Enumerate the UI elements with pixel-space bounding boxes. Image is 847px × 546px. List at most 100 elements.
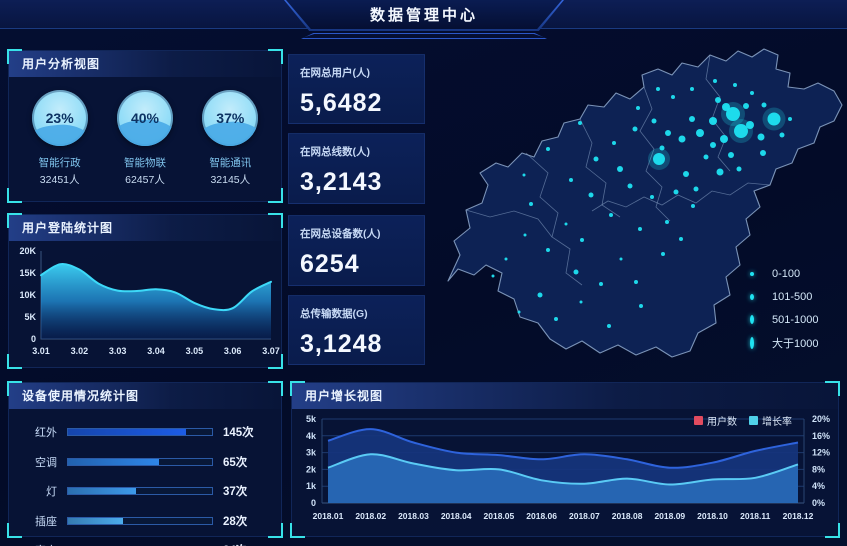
growth-chart-legend: 用户数 增长率 — [694, 413, 792, 428]
y-tick: 5K — [24, 312, 36, 322]
map-legend: 0-100 101-500 501-1000 大于1000 — [750, 262, 819, 354]
growth-rate-line — [327, 453, 799, 486]
map-bubble — [767, 112, 781, 126]
map-bubble — [693, 186, 699, 192]
map-bubble — [537, 292, 543, 298]
map-bubble — [639, 304, 643, 308]
map-legend-label: 0-100 — [772, 267, 801, 280]
legend-item-增长率[interactable]: 增长率 — [749, 413, 792, 428]
map-bubble — [720, 135, 728, 143]
gauge-percent: 23% — [45, 110, 74, 126]
x-tick: 2018.01 — [313, 511, 344, 521]
gauge-2: 40% 智能物联 62457人 — [103, 90, 187, 187]
map-legend-item: 0-100 — [750, 262, 819, 285]
panel-login-stats: 用户登陆统计图 0 5K 10K 15K 20K 3.01 3.02 3.03 3.04 3.05… — [7, 213, 283, 369]
stat-value: 3,1248 — [300, 330, 383, 358]
x-tick: 2018.08 — [612, 511, 643, 521]
x-tick: 2018.12 — [783, 511, 814, 521]
x-tick: 3.03 — [109, 346, 127, 356]
banner-underline — [301, 33, 547, 39]
map-bubble — [619, 257, 623, 261]
growth-area-chart: 0 0% 1k 4% 2k 8% 3k 12% 4k 16% 5k 20% 2018.01 2018.02… — [306, 414, 830, 521]
map-bubble — [546, 248, 550, 252]
y-tick: 15K — [19, 268, 36, 278]
x-tick: 3.07 — [262, 346, 280, 356]
map-bubble — [529, 202, 533, 206]
bar-value: 24次 — [223, 542, 263, 546]
panel-user-analysis-title: 用户分析视图 — [9, 51, 281, 77]
map-district-border — [591, 182, 771, 212]
gauge-circle: 37% — [202, 90, 259, 146]
panel-device-usage-title: 设备使用情况统计图 — [9, 383, 281, 409]
bar-value: 28次 — [223, 515, 248, 528]
x-tick: 2018.10 — [697, 511, 728, 521]
map-bubble — [569, 178, 573, 182]
map-bubble — [491, 274, 495, 278]
bar-label: 灯 — [46, 486, 57, 498]
bar-value: 65次 — [223, 456, 248, 469]
users-line — [327, 428, 799, 469]
left-tick: 0 — [311, 498, 316, 508]
map-bubble — [522, 173, 526, 177]
liquid-gauges: 23% 智能行政 32451人 40% 智能物联 62457人 37% 智能通讯 32145人 — [9, 77, 281, 187]
map-bubble — [609, 213, 613, 217]
map-bubble — [671, 95, 675, 99]
x-tick: 2018.09 — [654, 511, 685, 521]
stat-card-total-data: 总传输数据(G) 3,1248 — [288, 295, 425, 365]
map-bubble — [689, 116, 695, 122]
map-bubble — [636, 106, 640, 110]
gauge-percent: 37% — [216, 110, 245, 126]
map-bubble — [728, 152, 734, 158]
stat-card-total-users: 在网总用户(人) 5,6482 — [288, 54, 425, 124]
map-bubble — [736, 166, 742, 172]
bar-row-2: 空调 65次 — [23, 454, 263, 470]
map-bubble — [715, 97, 721, 103]
legend-dot-icon — [750, 271, 754, 276]
map-bubble — [716, 168, 724, 176]
stat-card-total-devices: 在网总设备数(人) 6254 — [288, 215, 425, 286]
x-tick: 3.01 — [32, 346, 50, 356]
map-bubble — [788, 117, 792, 121]
map-bubble — [679, 237, 683, 241]
bar-label: 插座 — [35, 515, 57, 528]
right-tick: 4% — [812, 481, 825, 491]
map-bubble — [580, 238, 584, 242]
map-bubble — [653, 153, 665, 165]
gauge-count: 32451人 — [39, 174, 80, 186]
right-tick: 0% — [812, 498, 825, 508]
map-bubble — [599, 282, 603, 286]
x-tick: 2018.11 — [740, 511, 771, 521]
title-banner: 数据管理中心 — [284, 0, 564, 31]
y-tick: 20K — [19, 246, 36, 256]
map-bubble — [665, 220, 669, 224]
x-tick: 2018.05 — [484, 511, 515, 521]
panel-user-growth-title: 用户增长视图 — [292, 383, 838, 409]
login-area-chart: 0 5K 10K 15K 20K 3.01 3.02 3.03 3.04 3.05 3.06 3.07 — [19, 246, 280, 356]
map-district-border — [525, 152, 583, 286]
map-bubble — [779, 132, 785, 138]
page-title: 数据管理中心 — [369, 7, 478, 24]
map-bubble — [713, 79, 717, 83]
growth-rate-area — [328, 454, 798, 503]
map-bubble — [579, 300, 583, 304]
legend-label: 增长率 — [762, 417, 792, 428]
legend-item-用户数[interactable]: 用户数 — [694, 413, 737, 428]
map-bubble — [632, 126, 638, 132]
map-legend-label: 501-1000 — [772, 313, 819, 326]
map-bubble — [750, 91, 754, 95]
x-tick: 3.02 — [71, 346, 89, 356]
map-bubble — [760, 150, 766, 156]
map-bubble — [593, 156, 599, 162]
legend-dot-icon — [750, 315, 754, 324]
panel-login-stats-title: 用户登陆统计图 — [9, 215, 281, 241]
map-bubble — [746, 121, 754, 129]
stat-label: 总传输数据(G) — [300, 308, 368, 320]
map-district-border — [579, 118, 621, 218]
region-bubble-map — [447, 48, 843, 358]
map-bubble — [650, 195, 654, 199]
map-bubble — [588, 192, 594, 198]
gauge-label: 智能行政 — [38, 157, 81, 169]
map-legend-item: 大于1000 — [750, 331, 819, 354]
